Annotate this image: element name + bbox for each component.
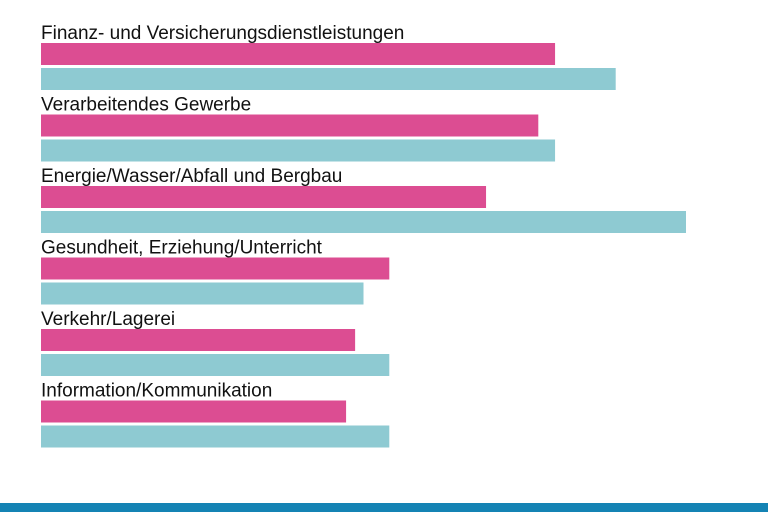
- bar-series-a: [41, 257, 390, 280]
- bar-series-b: [41, 425, 390, 448]
- category-group: Information/Kommunikation: [41, 381, 390, 448]
- bar-series-b: [41, 68, 616, 90]
- bar-series-b: [41, 282, 364, 305]
- category-label: Gesundheit, Erziehung/Unterricht: [41, 238, 323, 259]
- category-group: Finanz- und Versicherungsdienstleistunge…: [41, 23, 616, 90]
- category-group: Verarbeitendes Gewerbe: [41, 95, 556, 162]
- bar-series-b: [41, 139, 556, 162]
- category-group: Energie/Wasser/Abfall und Bergbau: [41, 166, 686, 233]
- category-label: Energie/Wasser/Abfall und Bergbau: [41, 166, 342, 187]
- footer-stripe: [0, 503, 768, 512]
- category-label: Verkehr/Lagerei: [41, 309, 175, 330]
- bar-series-a: [41, 43, 556, 65]
- bar-series-b: [41, 211, 686, 233]
- bar-series-a: [41, 329, 356, 351]
- category-label: Information/Kommunikation: [41, 381, 272, 402]
- category-label: Finanz- und Versicherungsdienstleistunge…: [41, 23, 404, 44]
- category-group: Verkehr/Lagerei: [41, 309, 390, 376]
- category-label: Verarbeitendes Gewerbe: [41, 95, 251, 116]
- bar-series-b: [41, 354, 390, 376]
- bar-series-a: [41, 114, 539, 137]
- bar-series-a: [41, 400, 347, 423]
- category-group: Gesundheit, Erziehung/Unterricht: [41, 238, 390, 305]
- bar-series-a: [41, 186, 487, 208]
